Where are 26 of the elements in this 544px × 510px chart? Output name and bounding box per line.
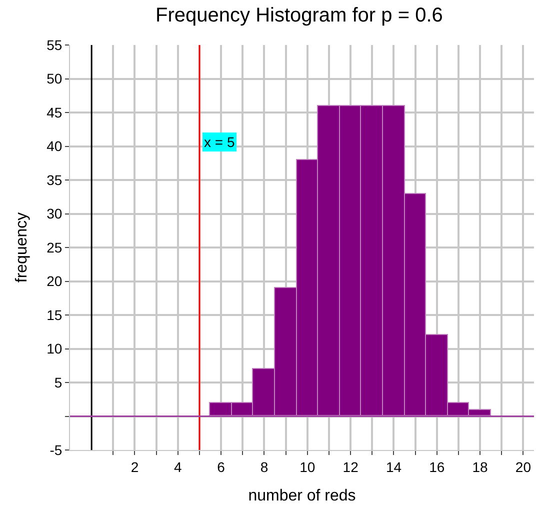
- y-tick-label: 5: [54, 374, 62, 390]
- ref-line-label: x = 5: [204, 134, 235, 150]
- x-tick-label: 6: [217, 458, 226, 475]
- x-tick-label: 2: [130, 458, 139, 475]
- x-tick-label: 4: [174, 458, 182, 475]
- y-tick-label: 40: [46, 138, 62, 154]
- y-tick-label: 35: [46, 172, 62, 188]
- chart-title: Frequency Histogram for p = 0.6: [156, 4, 443, 27]
- x-tick-label: 18: [472, 458, 488, 475]
- y-tick-label: 45: [46, 104, 62, 120]
- x-tick-label: 10: [300, 458, 316, 475]
- x-tick-label: 20: [515, 458, 532, 475]
- y-tick-label: 20: [46, 273, 62, 290]
- y-tick-label: 15: [46, 306, 62, 323]
- y-tick-label: 55: [46, 36, 62, 53]
- y-tick-label: -5: [50, 442, 62, 458]
- x-tick-label: 8: [260, 458, 268, 475]
- x-tick-label: 16: [429, 458, 445, 475]
- x-axis-title: number of reds: [248, 488, 356, 504]
- y-tick-label: 25: [46, 239, 62, 256]
- x-tick-label: 14: [386, 458, 402, 475]
- y-tick-label: 50: [46, 70, 62, 87]
- y-axis-title: frequency: [14, 212, 31, 283]
- x-tick-label: 12: [342, 458, 359, 475]
- y-tick-label: 10: [46, 340, 62, 357]
- y-tick-label: 30: [46, 206, 62, 222]
